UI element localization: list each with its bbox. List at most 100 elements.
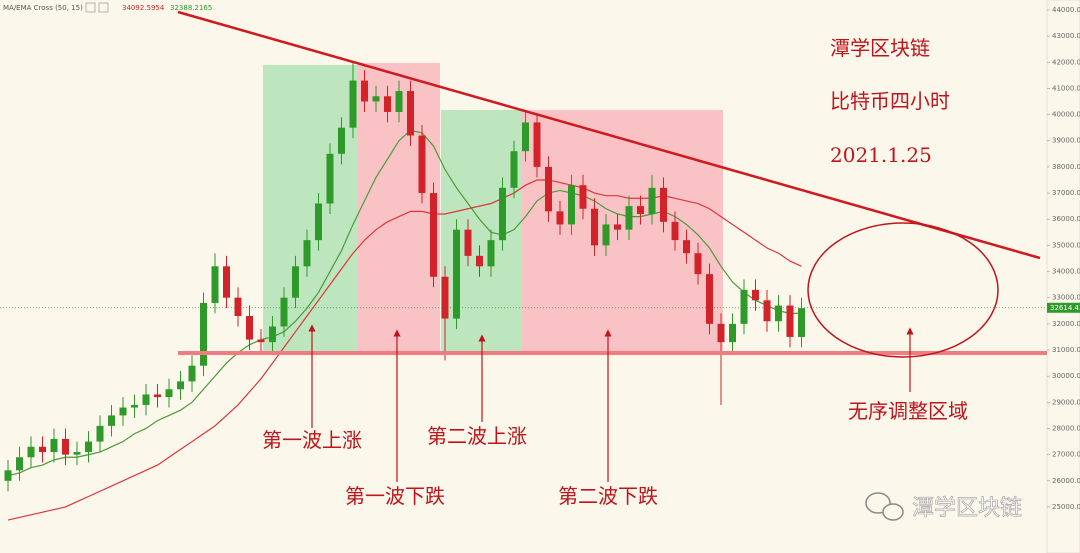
candle-body (326, 153, 334, 204)
candle-body (234, 297, 242, 316)
ma-line (7, 129, 802, 477)
candle-body (177, 381, 184, 390)
candle-body (763, 300, 771, 322)
indicator-value: 34092.5954 (122, 4, 165, 12)
candle-body (717, 323, 725, 343)
indicator-header: MA/EMA Cross (50, 15) 34092.5954 32388.2… (3, 2, 212, 13)
candle-body (200, 302, 207, 366)
arrows (308, 324, 914, 482)
candle-body (476, 255, 483, 267)
candle-body (568, 185, 575, 225)
candle-body (119, 407, 127, 416)
candle-body (50, 438, 58, 453)
y-tick-label: 26000.00 (1052, 477, 1080, 485)
candle-body (591, 208, 598, 246)
wave-label: 第一波下跌 (345, 484, 445, 508)
candle-body (246, 316, 253, 340)
candle-body (418, 135, 426, 194)
candle-body (453, 229, 460, 319)
wave-label: 第一波上涨 (262, 428, 362, 452)
y-tick-label: 27000.00 (1052, 451, 1080, 459)
y-tick-label: 42000.00 (1052, 58, 1080, 66)
y-tick-label: 28000.00 (1052, 424, 1080, 432)
y-tick-label: 38000.00 (1052, 163, 1080, 171)
candle-body (487, 240, 495, 267)
wechat-icon (882, 503, 904, 521)
candle-body (27, 446, 35, 458)
wave-label: 第二波下跌 (558, 484, 658, 508)
candle-body (522, 122, 529, 152)
candle-body (85, 441, 92, 453)
candle-body (372, 96, 380, 102)
candle-body (729, 323, 736, 343)
candle-body (671, 221, 679, 241)
candle-body (775, 305, 782, 322)
icon[interactable] (98, 2, 109, 13)
candle-body (280, 297, 288, 327)
candle-body (395, 91, 403, 112)
y-tick-label: 39000.00 (1052, 137, 1080, 145)
indicator-value: 32388.2165 (170, 4, 212, 12)
candle-body (499, 187, 506, 241)
last-price-label: 32614.43 (1050, 304, 1080, 312)
zone-wave1-up (263, 65, 358, 352)
candle-body (361, 80, 368, 102)
ma-lines (7, 129, 802, 521)
date: 2021.1.25 (830, 143, 932, 167)
grid (0, 9, 1050, 508)
candle-body (142, 394, 150, 405)
candle-body (257, 339, 265, 343)
y-tick-label: 33000.00 (1052, 294, 1080, 302)
y-tick-label: 44000.00 (1052, 6, 1080, 14)
candle-body (683, 240, 690, 254)
candle-body (223, 266, 230, 298)
candle-body (16, 457, 23, 471)
candle-body (464, 229, 472, 256)
candle-body (625, 206, 633, 230)
candle-body (292, 266, 299, 298)
candle-body (740, 289, 748, 324)
y-tick-label: 32000.00 (1052, 320, 1080, 328)
candle-body (579, 185, 587, 209)
candle-body (430, 193, 437, 277)
candle-body (165, 389, 173, 398)
last-price-box (1047, 302, 1080, 313)
candle-body (533, 122, 541, 167)
candle-body (315, 203, 322, 241)
candle-body (752, 289, 759, 301)
candle-body (648, 187, 656, 214)
range-ellipse (807, 222, 999, 358)
y-tick-label: 29000.00 (1052, 398, 1080, 406)
candle-body (349, 80, 357, 128)
y-tick-label: 35000.00 (1052, 241, 1080, 249)
wave-label: 第二波上涨 (427, 424, 527, 448)
y-tick-label: 40000.00 (1052, 111, 1080, 119)
zone-label: 无序调整区域 (848, 399, 968, 423)
candle-body (4, 470, 12, 481)
indicator-title: MA/EMA Cross (50, 15) (3, 4, 83, 12)
candle-body (510, 151, 518, 188)
candle-body (637, 206, 644, 214)
candle-body (694, 253, 702, 275)
y-tick-label: 30000.00 (1052, 372, 1080, 380)
candle-body (211, 266, 219, 303)
y-tick-label: 36000.00 (1052, 215, 1080, 223)
candle-body (384, 96, 391, 112)
price-axis (1046, 0, 1080, 553)
candle-body (62, 438, 69, 455)
candle-body (407, 91, 414, 136)
zone-wave2-down (521, 110, 723, 352)
icon[interactable] (85, 2, 96, 13)
candle-body (108, 415, 115, 426)
candle-body (660, 187, 667, 222)
candle-body (73, 452, 81, 455)
candle-body (303, 240, 311, 267)
candle-body (545, 166, 552, 212)
candles (4, 62, 805, 492)
y-tick-label: 43000.00 (1052, 32, 1080, 40)
candle-body (154, 394, 161, 398)
watermark-text: 潭学区块链 (912, 496, 1022, 521)
brand: 潭学区块链 (830, 36, 930, 60)
